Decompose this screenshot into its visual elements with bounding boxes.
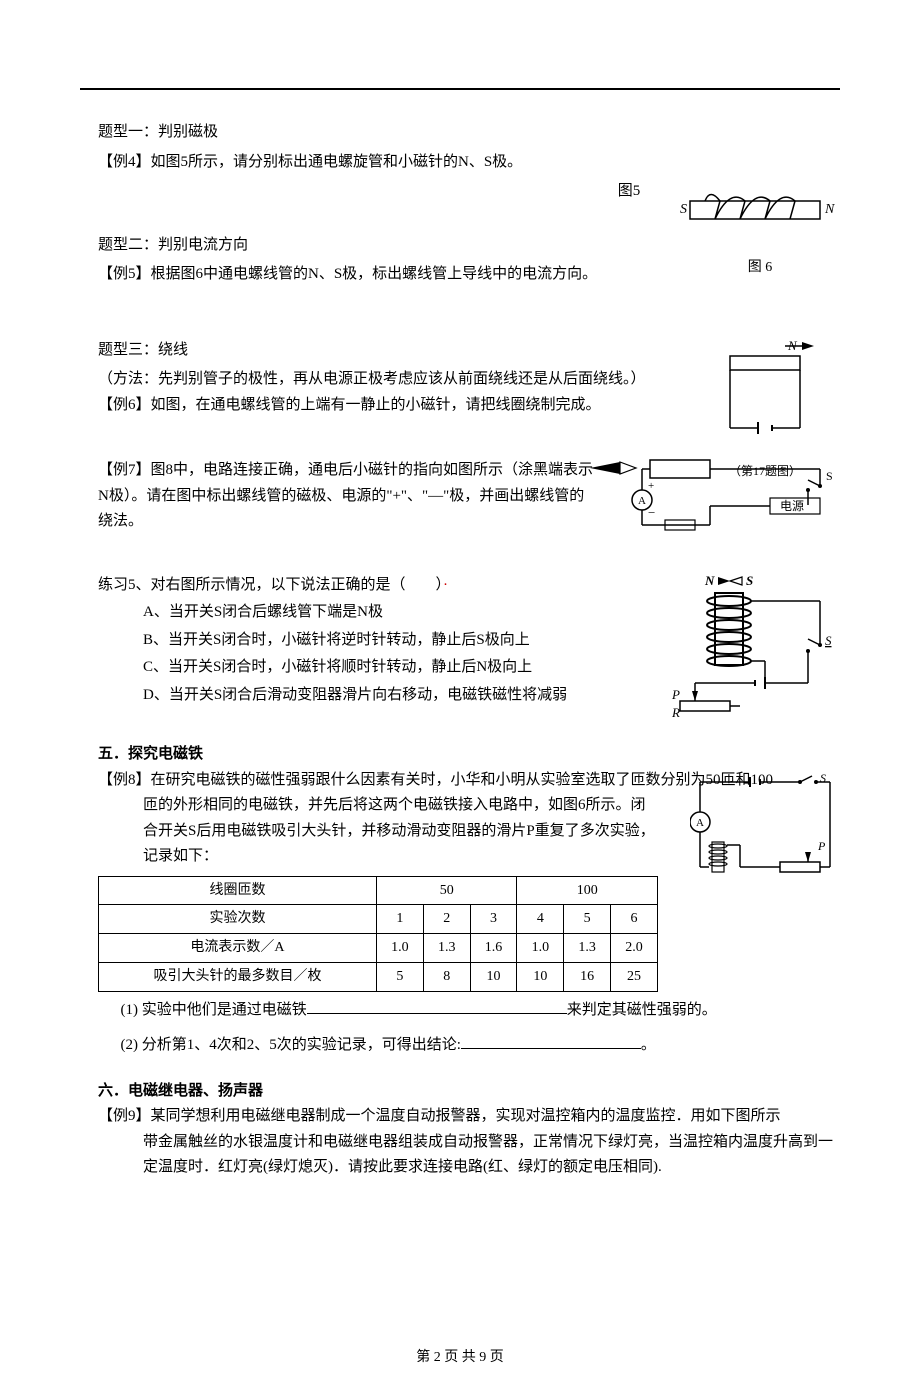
- q2-post: 。: [641, 1037, 656, 1053]
- svg-text:电源: 电源: [780, 499, 804, 513]
- example-5-text: 【例5】根据图6中通电螺线管的N、S极，标出螺线管上导线中的电流方向。: [98, 262, 658, 288]
- question-2: (2) 分析第1、4次和2、5次的实验记录，可得出结论: 。: [98, 1033, 840, 1059]
- q1-post: 来判定其磁性强弱的。: [567, 1002, 717, 1018]
- blank-2: [461, 1034, 641, 1049]
- ex7-circuit-icon: S 电源 A + −: [590, 450, 840, 540]
- solenoid-icon: S N: [680, 183, 840, 243]
- svg-text:S: S: [825, 633, 832, 648]
- section5-title: 五．探究电磁铁: [98, 742, 840, 768]
- svg-text:R: R: [671, 705, 680, 720]
- figure-6: S N 图 6: [680, 183, 840, 280]
- svg-text:P: P: [817, 839, 826, 853]
- page-footer: 第 2 页 共 9 页: [0, 1346, 920, 1370]
- trial-4: 4: [517, 905, 564, 934]
- figure-ex7: S 电源 A + −: [590, 450, 840, 550]
- ex9-line1: 【例9】某同学想利用电磁继电器制成一个温度自动报警器，实现对温控箱内的温度监控．…: [98, 1104, 840, 1130]
- type1-title: 题型一：判别磁极: [98, 120, 840, 146]
- ex9-line2: 带金属触丝的水银温度计和电磁继电器组装成自动报警器，正常情况下绿灯亮，当温控箱内…: [98, 1130, 840, 1181]
- cur-4: 1.0: [517, 934, 564, 963]
- ex8-circuit-icon: S A: [690, 772, 840, 892]
- svg-text:A: A: [696, 817, 704, 829]
- trial-5: 5: [564, 905, 611, 934]
- trial-3: 3: [470, 905, 517, 934]
- type2-block: S N 图 6 题型二：判别电流方向 【例5】根据图6中通电螺线管的N、S极，标…: [98, 233, 840, 288]
- page-content: 题型一：判别磁极 【例4】如图5所示，请分别标出通电螺旋管和小磁针的N、S极。 …: [0, 90, 920, 1181]
- practice5-stem-text: 练习5、对右图所示情况，以下说法正确的是（ ）: [98, 577, 443, 593]
- section5-block: 五．探究电磁铁 S A: [98, 742, 840, 1059]
- fig6-n-label: N: [824, 202, 835, 217]
- type3-method: （方法：先判别管子的极性，再从电源正极考虑应该从前面绕线还是从后面绕线。）: [98, 367, 658, 393]
- section6-title: 六．电磁继电器、扬声器: [98, 1079, 840, 1105]
- col-current: 电流表示数／A: [99, 934, 377, 963]
- pin-2: 8: [423, 962, 470, 991]
- pin-3: 10: [470, 962, 517, 991]
- cur-2: 1.3: [423, 934, 470, 963]
- ex8-line2: 匝的外形相同的电磁铁，并先后将这两个电磁铁接入电路中，如图6所示。闭合开关S后用…: [98, 793, 658, 870]
- coil-circuit-icon: N: [690, 338, 840, 448]
- cur-1: 1.0: [376, 934, 423, 963]
- svg-text:S: S: [746, 573, 753, 588]
- fig6-s-label: S: [680, 202, 687, 217]
- q1-pre: (1) 实验中他们是通过电磁铁: [121, 1002, 307, 1018]
- cur-6: 2.0: [611, 934, 658, 963]
- col-turns: 线圈匝数: [99, 876, 377, 905]
- p5-circuit-icon: N S S: [670, 573, 840, 723]
- trial-2: 2: [423, 905, 470, 934]
- question-1: (1) 实验中他们是通过电磁铁 来判定其磁性强弱的。: [98, 998, 840, 1024]
- blank-1: [307, 999, 567, 1014]
- cur-5: 1.3: [564, 934, 611, 963]
- figure-practice5: N S S: [670, 573, 840, 733]
- q2-pre: (2) 分析第1、4次和2、5次的实验记录，可得出结论:: [121, 1037, 461, 1053]
- example-6-text: 【例6】如图，在通电螺线管的上端有一静止的小磁针，请把线圈绕制完成。: [98, 393, 658, 419]
- trial-1: 1: [376, 905, 423, 934]
- section6-block: 六．电磁继电器、扬声器 【例9】某同学想利用电磁继电器制成一个温度自动报警器，实…: [98, 1079, 840, 1181]
- col-pins: 吸引大头针的最多数目／枚: [99, 962, 377, 991]
- svg-text:+: +: [648, 480, 654, 492]
- pin-5: 16: [564, 962, 611, 991]
- svg-text:P: P: [671, 687, 680, 702]
- pin-1: 5: [376, 962, 423, 991]
- pin-6: 25: [611, 962, 658, 991]
- cur-3: 1.6: [470, 934, 517, 963]
- trial-6: 6: [611, 905, 658, 934]
- cursor-dot-icon: ·: [443, 577, 448, 593]
- svg-text:−: −: [648, 505, 655, 520]
- col-trial: 实验次数: [99, 905, 377, 934]
- svg-text:A: A: [638, 495, 646, 507]
- practice5-block: N S S: [98, 573, 840, 709]
- svg-text:S: S: [820, 772, 826, 785]
- example-4-text: 【例4】如图5所示，请分别标出通电螺旋管和小磁针的N、S极。: [98, 150, 840, 176]
- type3-block: N （第17题图） 题型三：绕线 （方法：先判别管子的极性，再从电源正极考虑应该…: [98, 338, 840, 419]
- turns-50: 50: [376, 876, 516, 905]
- experiment-table: 线圈匝数 50 100 实验次数 1 2 3 4 5 6 电流表示数／A 1.0…: [98, 876, 658, 992]
- svg-text:N: N: [704, 573, 715, 588]
- example-7-text: 【例7】图8中，电路连接正确，通电后小磁针的指向如图所示（涂黑端表示N极）。请在…: [98, 458, 598, 535]
- pin-4: 10: [517, 962, 564, 991]
- ex7-block: S 电源 A + − 【例7】图8中，电路连接正确，通电后小磁针的指向如图所示（…: [98, 458, 840, 535]
- turns-100: 100: [517, 876, 658, 905]
- figure-ex8: S A: [690, 772, 840, 902]
- svg-text:S: S: [826, 469, 833, 483]
- fig6-caption: 图 6: [680, 256, 840, 280]
